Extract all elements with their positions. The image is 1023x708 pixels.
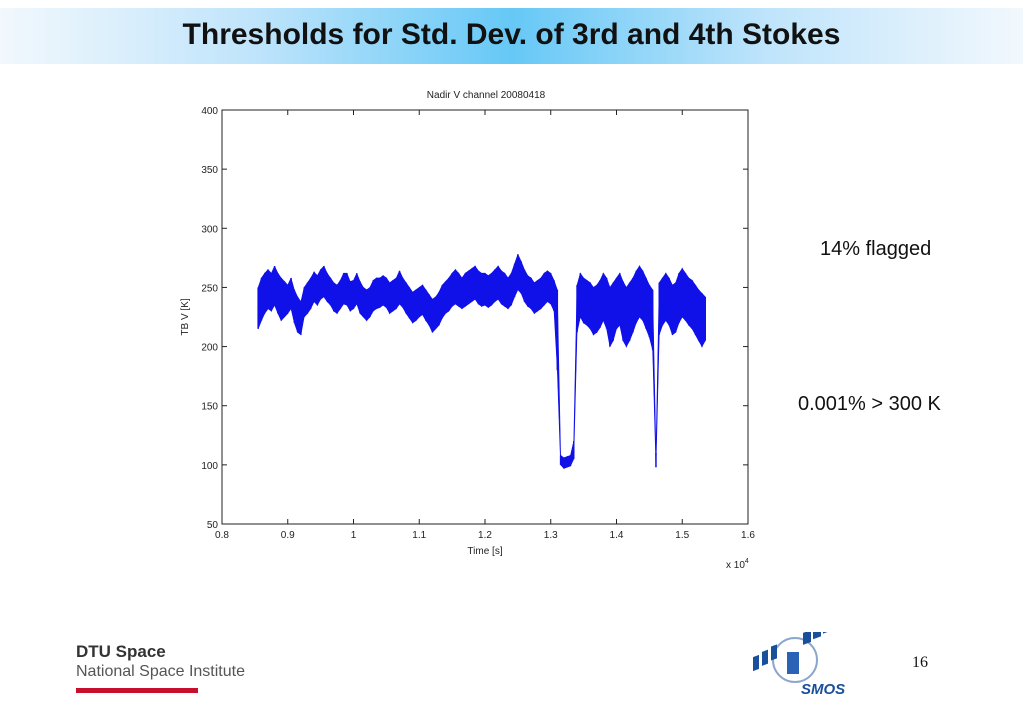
x-multiplier-base: x 10 [726, 560, 745, 571]
data-layer [257, 254, 707, 470]
y-tick-label: 400 [201, 106, 218, 117]
smos-logo-text: SMOS [801, 681, 845, 698]
x-tick-label: 1.6 [741, 530, 755, 541]
y-tick-label: 250 [201, 283, 218, 294]
organization-subtitle: National Space Institute [76, 663, 245, 680]
y-tick-label: 350 [201, 165, 218, 176]
y-tick-label: 100 [201, 461, 218, 472]
flagged-percentage-note: 14% flagged [820, 238, 932, 260]
y-axis-label: TB V [K] [180, 298, 191, 335]
smos-logo: SMOS [753, 632, 845, 698]
x-tick-label: 1.5 [675, 530, 689, 541]
x-axis-label: Time [s] [467, 546, 502, 557]
x-axis-multiplier: x 104 [726, 558, 749, 571]
page-number: 16 [912, 654, 928, 671]
x-tick-label: 1.3 [544, 530, 558, 541]
x-tick-label: 1.1 [412, 530, 426, 541]
threshold-exceed-note: 0.001% > 300 K [798, 393, 941, 415]
organization-block: DTU Space National Space Institute [76, 642, 245, 681]
y-tick-label: 300 [201, 224, 218, 235]
x-tick-label: 0.9 [281, 530, 295, 541]
x-tick-label: 1.2 [478, 530, 492, 541]
title-banner [0, 8, 1023, 64]
x-tick-label: 0.8 [215, 530, 229, 541]
satellite-icon [753, 632, 831, 683]
y-tick-label: 200 [201, 343, 218, 354]
axis-ticks: 0.8 0.9 1 1.1 1.2 1.3 1.4 1.5 1.6 50 100 150 200 250 3… [201, 106, 755, 541]
nadir-v-chart: Nadir V channel 20080418 0.8 0.9 1 1.1 1.2 1.… [180, 90, 755, 571]
slide-title: Thresholds for Std. Dev. of 3rd and 4th … [182, 18, 841, 51]
y-tick-label: 150 [201, 402, 218, 413]
organization-name: DTU Space [76, 642, 166, 661]
x-tick-label: 1.4 [610, 530, 624, 541]
y-tick-label: 50 [207, 520, 219, 531]
x-tick-label: 1 [351, 530, 357, 541]
x-multiplier-exponent: 4 [745, 558, 749, 565]
footer-accent-rule [76, 688, 198, 693]
chart-title: Nadir V channel 20080418 [427, 90, 546, 101]
